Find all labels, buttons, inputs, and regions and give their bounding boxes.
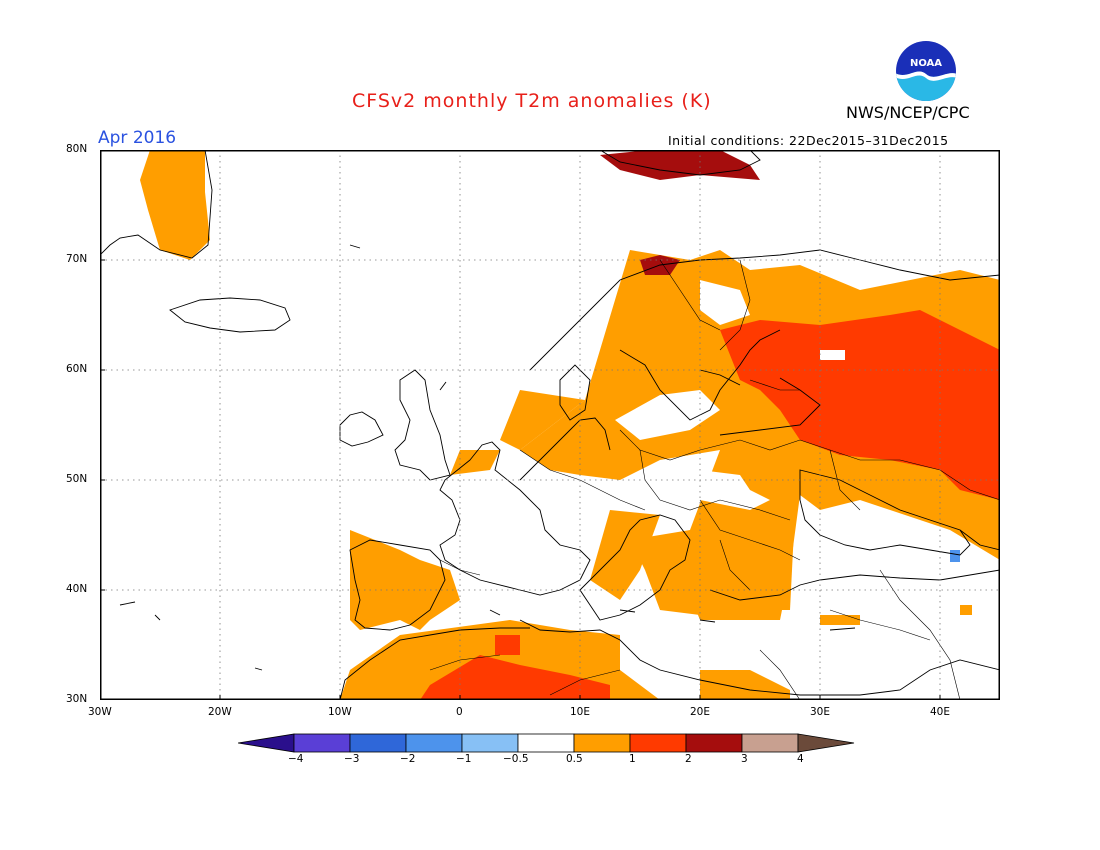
colorbar-label: 0.5 [566, 753, 583, 765]
colorbar-label: −2 [400, 753, 416, 765]
anomaly-fill-neg [950, 550, 960, 562]
colorbar-label: −3 [344, 753, 360, 765]
colorbar-label: −1 [456, 753, 472, 765]
colorbar-segment [685, 733, 743, 753]
lat-label: 40N [66, 583, 88, 595]
lon-label: 10E [570, 706, 590, 718]
colorbar-segment [293, 733, 351, 753]
lon-label: 0 [456, 706, 463, 718]
colorbar-label: 2 [685, 753, 692, 765]
colorbar-segment [349, 733, 407, 753]
lon-label: 20E [690, 706, 710, 718]
colorbar-segment [238, 733, 295, 753]
colorbar-segment [517, 733, 575, 753]
noaa-logo-icon: NOAA [896, 41, 956, 101]
lat-label: 50N [66, 473, 88, 485]
colorbar-segment [629, 733, 687, 753]
coastlines [100, 150, 1000, 700]
colorbar [238, 733, 855, 753]
colorbar-segment [405, 733, 463, 753]
lon-label: 10W [328, 706, 352, 718]
lon-label: 30E [810, 706, 830, 718]
colorbar-segment [741, 733, 799, 753]
colorbar-segment [797, 733, 855, 753]
colorbar-segment [573, 733, 631, 753]
anomaly-fill-1-2 [420, 310, 1000, 700]
colorbar-label: 1 [629, 753, 636, 765]
colorbar-label: 4 [797, 753, 804, 765]
chart-title: CFSv2 monthly T2m anomalies (K) [352, 90, 712, 112]
logo-text: NOAA [910, 58, 942, 69]
lat-label: 30N [66, 693, 88, 705]
anomaly-fill-2-3 [600, 150, 760, 275]
anomaly-map [100, 150, 1000, 700]
org-label: NWS/NCEP/CPC [846, 103, 970, 122]
lat-label: 80N [66, 143, 88, 155]
map-frame [100, 150, 1000, 700]
lat-label: 70N [66, 253, 88, 265]
colorbar-segment [461, 733, 519, 753]
lon-label: 20W [208, 706, 232, 718]
lon-label: 30W [88, 706, 112, 718]
colorbar-label: −4 [288, 753, 304, 765]
initial-conditions: Initial conditions: 22Dec2015–31Dec2015 [668, 133, 949, 148]
lat-label: 60N [66, 363, 88, 375]
gridlines [100, 150, 1000, 700]
near-normal-areas [615, 280, 845, 510]
forecast-month: Apr 2016 [98, 128, 177, 148]
lon-label: 40E [930, 706, 950, 718]
colorbar-label: −0.5 [503, 753, 529, 765]
colorbar-label: 3 [741, 753, 748, 765]
